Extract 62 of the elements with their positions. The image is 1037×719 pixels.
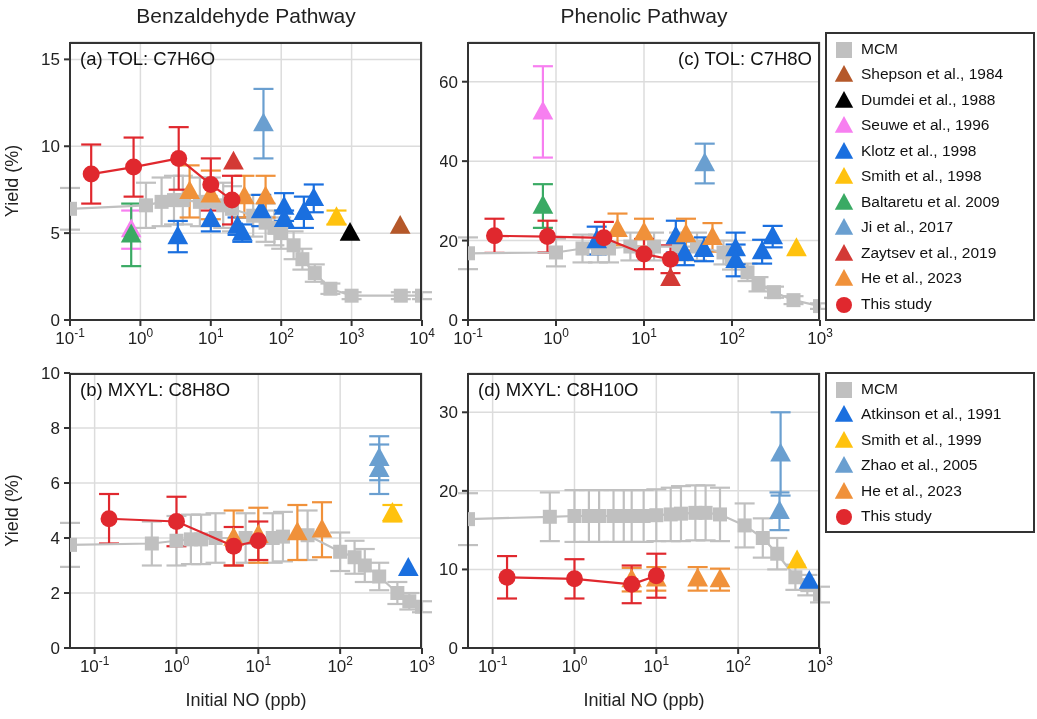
x-tick-label: 10$^{3}$ bbox=[338, 326, 365, 348]
x-tick-label: 10$^{2}$ bbox=[719, 326, 746, 348]
annotation: (d) MXYL: C8H10O bbox=[478, 379, 639, 401]
y-tick-label: 8 bbox=[50, 419, 60, 438]
y-tick-label: 10 bbox=[439, 560, 458, 580]
x-tick-label: 10$^{3}$ bbox=[807, 654, 834, 676]
x-tick-label: 10$^{0}$ bbox=[543, 326, 570, 348]
y-tick-label: 20 bbox=[439, 481, 458, 501]
legend-label: This study bbox=[861, 294, 932, 313]
y-tick-label: 0 bbox=[50, 639, 60, 658]
legend-label: Zhao et al., 2005 bbox=[861, 456, 978, 475]
x-tick-label: 10$^{3}$ bbox=[807, 326, 834, 348]
legend-label: Shepson et al., 1984 bbox=[861, 65, 1004, 84]
legend-label: Baltaretu et al. 2009 bbox=[861, 192, 1000, 211]
x-tick-label: 10$^{-1}$ bbox=[79, 654, 110, 676]
y-tick-label: 6 bbox=[50, 474, 60, 493]
y-tick-label: 10 bbox=[41, 137, 60, 157]
legend-label: Zaytsev et al., 2019 bbox=[861, 243, 997, 262]
legend-label: Atkinson et al., 1991 bbox=[861, 405, 1002, 424]
y-tick-label: 15 bbox=[41, 50, 60, 70]
legend-label: MCM bbox=[861, 39, 899, 58]
y-tick-label: 4 bbox=[50, 529, 60, 548]
legend-label: Dumdei et al., 1988 bbox=[861, 90, 996, 109]
y-axis-title: Yield (%) bbox=[2, 474, 23, 547]
legend-label: He et al., 2023 bbox=[861, 481, 962, 500]
x-tick-label: 10$^{0}$ bbox=[561, 654, 588, 676]
legend-label: Seuwe et al., 1996 bbox=[861, 116, 990, 135]
x-tick-label: 10$^{1}$ bbox=[643, 654, 670, 676]
x-tick-label: 10$^{3}$ bbox=[409, 654, 436, 676]
legend-label: He et al., 2023 bbox=[861, 269, 962, 288]
legend-label: Ji et al., 2017 bbox=[861, 218, 954, 237]
legend-label: Klotz et al., 1998 bbox=[861, 141, 977, 160]
x-tick-label: 10$^{0}$ bbox=[163, 654, 190, 676]
x-tick-label: 10$^{2}$ bbox=[268, 326, 295, 348]
x-tick-label: 10$^{2}$ bbox=[725, 654, 752, 676]
y-tick-label: 5 bbox=[50, 224, 60, 244]
chart-title: Benzaldehyde Pathway bbox=[135, 4, 357, 28]
x-tick-label: 10$^{-1}$ bbox=[477, 654, 508, 676]
x-axis-title: Initial NO (ppb) bbox=[185, 690, 307, 710]
legend-label: Smith et al., 1999 bbox=[861, 430, 982, 449]
legend-label: Smith et al., 1998 bbox=[861, 167, 982, 186]
y-tick-label: 30 bbox=[439, 403, 458, 423]
annotation: (b) MXYL: C8H8O bbox=[80, 379, 231, 401]
x-tick-label: 10$^{2}$ bbox=[327, 654, 354, 676]
y-tick-label: 10 bbox=[41, 364, 60, 383]
x-tick-label: 10$^{1}$ bbox=[631, 326, 658, 348]
annotation: (a) TOL: C7H6O bbox=[80, 48, 216, 70]
annotation: (c) TOL: C7H8O bbox=[678, 48, 812, 70]
y-axis-title: Yield (%) bbox=[2, 144, 23, 218]
x-tick-label: 10$^{4}$ bbox=[409, 326, 436, 348]
y-tick-label: 20 bbox=[439, 231, 458, 251]
legend-label: This study bbox=[861, 507, 932, 526]
y-tick-label: 60 bbox=[439, 72, 458, 92]
x-axis-title: Initial NO (ppb) bbox=[583, 690, 705, 710]
x-tick-label: 10$^{0}$ bbox=[127, 326, 154, 348]
y-tick-label: 2 bbox=[50, 584, 60, 603]
x-tick-label: 10$^{1}$ bbox=[245, 654, 272, 676]
legend-label: MCM bbox=[861, 379, 899, 398]
x-tick-label: 10$^{1}$ bbox=[198, 326, 224, 348]
y-tick-label: 0 bbox=[448, 639, 458, 658]
chart-title: Phenolic Pathway bbox=[559, 4, 729, 28]
y-tick-label: 40 bbox=[439, 152, 458, 172]
